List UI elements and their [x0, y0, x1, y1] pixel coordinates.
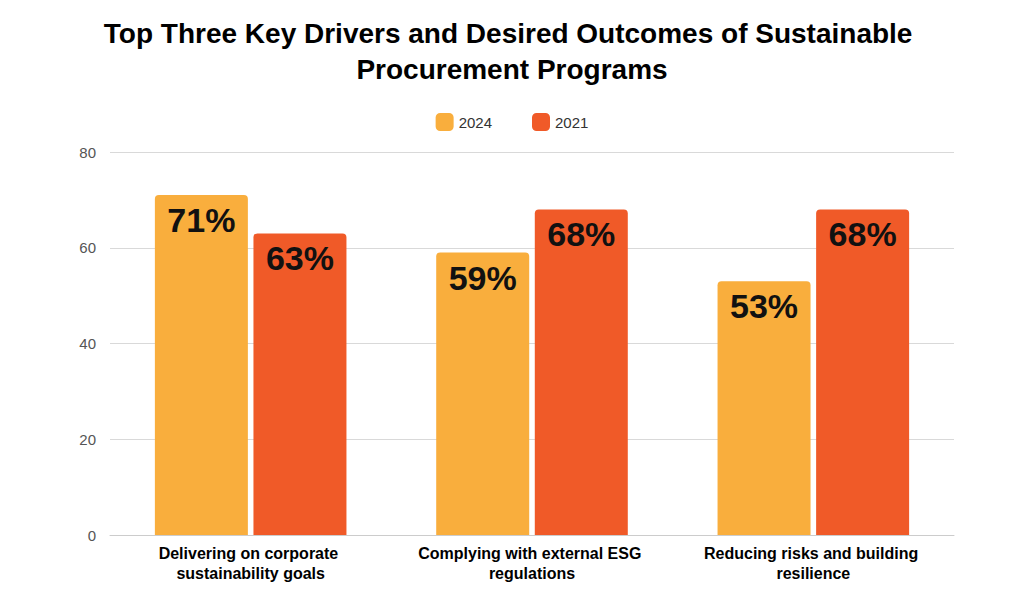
svg-text:Top Three Key Drivers and Desi: Top Three Key Drivers and Desired Outcom… — [104, 18, 920, 49]
svg-text:80: 80 — [79, 144, 96, 161]
svg-text:sustainability goals: sustainability goals — [176, 565, 325, 582]
svg-text:Procurement Programs: Procurement Programs — [356, 54, 667, 85]
svg-text:regulations: regulations — [489, 565, 575, 582]
svg-text:53%: 53% — [730, 287, 798, 325]
svg-text:68%: 68% — [547, 215, 615, 253]
svg-text:68%: 68% — [829, 215, 897, 253]
svg-text:60: 60 — [79, 239, 96, 256]
svg-text:20: 20 — [79, 431, 96, 448]
svg-text:2021: 2021 — [555, 114, 588, 131]
svg-text:resilience: resilience — [776, 565, 850, 582]
svg-text:0: 0 — [88, 527, 96, 544]
svg-text:59%: 59% — [449, 259, 517, 297]
svg-text:40: 40 — [79, 335, 96, 352]
svg-text:Delivering on corporate: Delivering on corporate — [159, 545, 343, 562]
svg-text:Reducing risks and building: Reducing risks and building — [704, 545, 923, 562]
svg-text:Complying with external ESG: Complying with external ESG — [418, 545, 646, 562]
svg-text:2024: 2024 — [459, 114, 492, 131]
svg-text:63%: 63% — [266, 239, 334, 277]
svg-text:71%: 71% — [167, 201, 235, 239]
